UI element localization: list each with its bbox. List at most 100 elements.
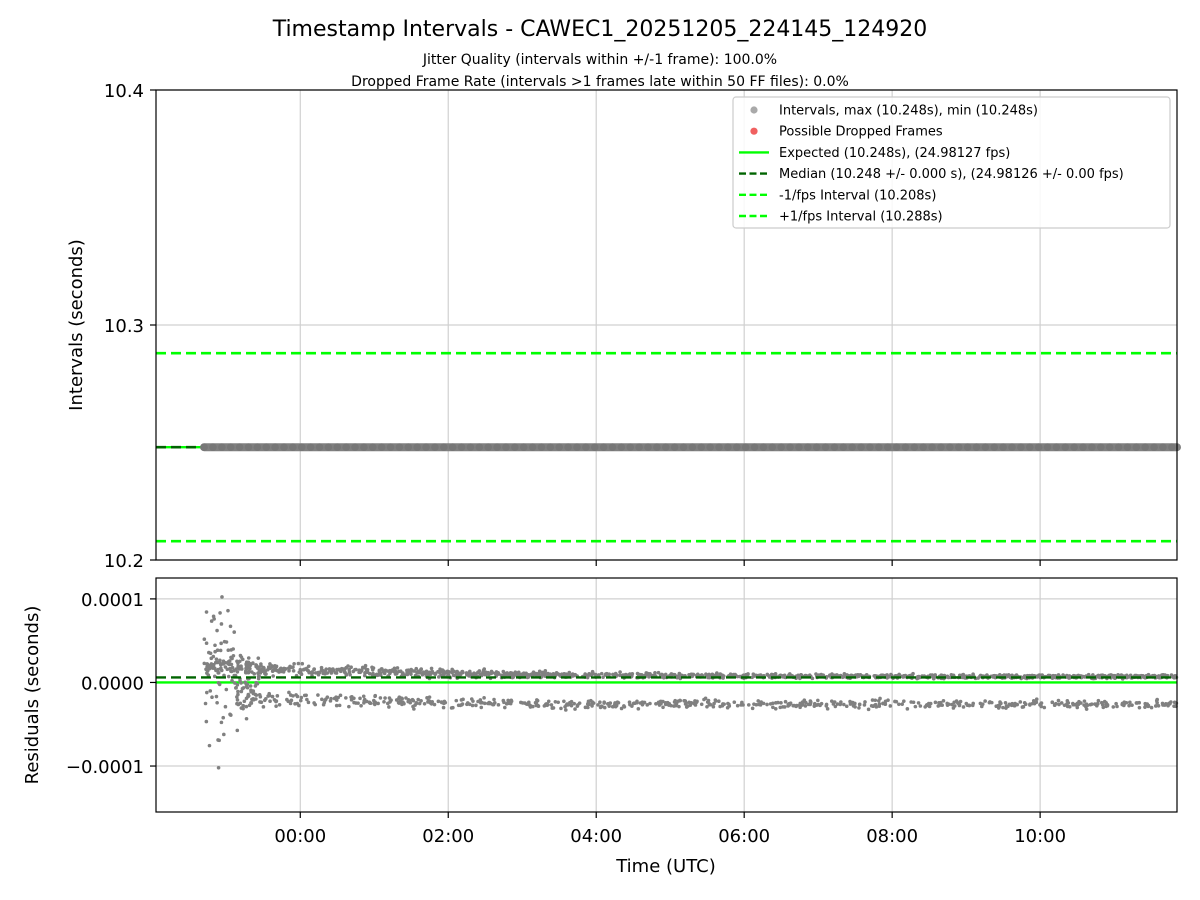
- x-tick-label: 08:00: [866, 826, 918, 847]
- top-y-tick-label: 10.4: [104, 81, 144, 102]
- residual-point: [1114, 701, 1118, 706]
- residual-point: [979, 704, 984, 709]
- residual-point: [256, 656, 261, 660]
- residual-point: [1156, 703, 1161, 708]
- x-tick-label: 00:00: [274, 826, 326, 847]
- bottom-axis-ticks: 0.0001 0.0000 −0.0001 00:00 02:00 04:00 06:00 0…: [66, 590, 1066, 847]
- residual-point: [858, 673, 862, 677]
- residual-point: [583, 705, 588, 710]
- residual-point: [287, 669, 291, 673]
- residual-point: [441, 705, 446, 710]
- residual-point: [249, 701, 254, 705]
- residual-point: [606, 702, 610, 706]
- residual-point: [223, 704, 228, 709]
- residual-point: [347, 670, 352, 675]
- residual-point: [244, 696, 249, 701]
- residual-point: [1170, 674, 1175, 679]
- residual-point: [945, 674, 950, 679]
- residual-point: [599, 704, 604, 708]
- interval-point: [919, 443, 928, 452]
- residual-point: [329, 696, 333, 701]
- residual-point: [1127, 703, 1131, 708]
- residual-point: [792, 703, 796, 708]
- residual-point: [235, 670, 240, 674]
- residual-point: [645, 671, 649, 676]
- residual-point: [510, 671, 514, 675]
- residual-point: [625, 673, 630, 678]
- interval-point: [626, 443, 635, 452]
- residual-point: [767, 675, 772, 679]
- residual-point: [640, 700, 645, 704]
- residual-point: [999, 701, 1003, 706]
- top-axis-ticks: 10.2 10.3 10.4: [104, 81, 1041, 572]
- interval-point: [1008, 443, 1016, 452]
- residual-point: [931, 674, 935, 678]
- residual-point: [436, 669, 440, 674]
- residual-point: [340, 667, 344, 672]
- interval-point: [351, 443, 359, 452]
- residual-point: [808, 701, 813, 706]
- residual-point: [1065, 699, 1070, 703]
- interval-point: [475, 443, 484, 452]
- residual-point: [572, 701, 577, 706]
- residual-point: [933, 700, 938, 705]
- residual-point: [293, 701, 297, 706]
- residual-point: [320, 697, 324, 702]
- residual-point: [349, 665, 353, 670]
- interval-point: [928, 443, 936, 452]
- x-axis-label: Time (UTC): [615, 856, 716, 877]
- interval-point: [1159, 443, 1167, 452]
- residual-point: [918, 704, 923, 708]
- residual-point: [819, 701, 824, 706]
- residual-point: [1004, 706, 1008, 710]
- residual-point: [454, 670, 458, 675]
- residual-point: [419, 698, 423, 703]
- residual-point: [332, 696, 337, 701]
- interval-point: [413, 443, 421, 452]
- residual-point: [378, 673, 383, 677]
- residual-point: [706, 698, 711, 703]
- residual-point: [359, 669, 364, 673]
- residual-point: [1099, 700, 1104, 705]
- residual-point: [601, 675, 605, 680]
- interval-point: [422, 443, 430, 452]
- residual-point: [627, 700, 632, 705]
- residual-point: [559, 706, 563, 711]
- interval-point: [440, 443, 448, 452]
- residual-point: [668, 673, 672, 678]
- residual-point: [215, 628, 219, 633]
- residual-point: [883, 699, 888, 704]
- residual-point: [226, 661, 231, 666]
- residual-point: [971, 701, 975, 706]
- residual-point: [405, 670, 409, 675]
- interval-point: [972, 443, 981, 452]
- residual-point: [1101, 705, 1106, 710]
- residual-point: [902, 699, 906, 703]
- residual-point: [244, 704, 249, 709]
- interval-point: [1141, 443, 1149, 452]
- residual-point: [577, 701, 582, 705]
- residual-point: [238, 701, 243, 706]
- residual-point: [591, 672, 596, 676]
- residual-point: [829, 699, 834, 703]
- residual-point: [546, 702, 550, 707]
- residual-point: [661, 705, 665, 710]
- residual-point: [244, 681, 248, 686]
- jitter-quality-subtitle: Jitter Quality (intervals within +/-1 fr…: [422, 52, 777, 68]
- residual-point: [375, 673, 379, 678]
- residual-point: [330, 667, 335, 672]
- residual-point: [465, 671, 469, 676]
- bottom-y-tick-label: 0.0001: [81, 590, 144, 611]
- residual-point: [562, 672, 566, 676]
- residual-point: [270, 694, 275, 699]
- residual-point: [402, 673, 407, 677]
- interval-point: [590, 443, 599, 452]
- residual-point: [610, 704, 615, 709]
- residual-point: [656, 670, 661, 675]
- residual-point: [251, 661, 255, 665]
- residual-point: [677, 704, 681, 709]
- residual-point: [206, 673, 211, 678]
- residual-point: [264, 696, 268, 701]
- residual-point: [573, 707, 577, 711]
- residual-point: [321, 702, 326, 707]
